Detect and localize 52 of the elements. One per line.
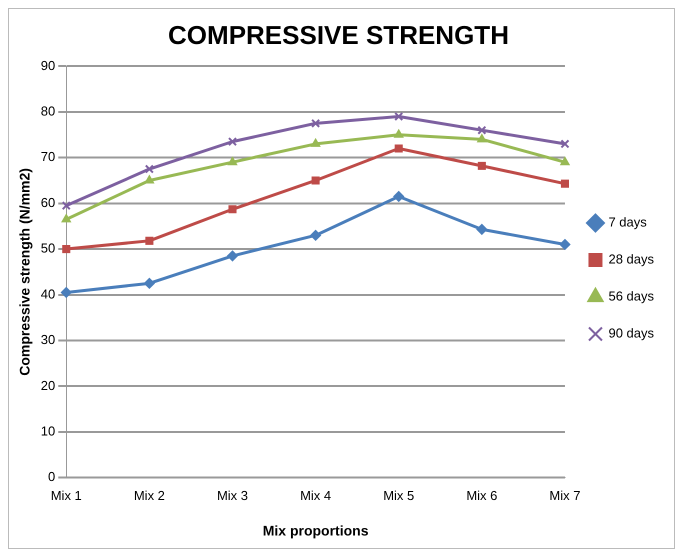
point xyxy=(228,205,237,214)
point xyxy=(226,250,238,262)
x-tick-label: Mix 1 xyxy=(50,488,82,503)
y-tick-label: 20 xyxy=(40,378,56,393)
x-tick-label: Mix 5 xyxy=(383,488,414,503)
point xyxy=(393,190,404,202)
point xyxy=(477,126,486,135)
point xyxy=(394,144,403,153)
y-tick-label: 60 xyxy=(40,194,56,210)
point xyxy=(477,134,487,142)
point xyxy=(560,139,570,148)
x-axis-title: Mix proportions xyxy=(262,522,369,538)
point xyxy=(62,201,71,210)
legend-label: 90 days xyxy=(608,326,654,341)
point xyxy=(560,180,570,188)
point xyxy=(228,137,238,146)
point xyxy=(478,162,486,170)
point xyxy=(559,238,570,250)
y-tick-label: 70 xyxy=(40,149,56,164)
x-tick-label: Mix 2 xyxy=(134,488,165,503)
point xyxy=(310,138,320,147)
point xyxy=(60,286,72,298)
point xyxy=(394,112,404,122)
x-tick-label: Mix 3 xyxy=(216,488,248,503)
point xyxy=(62,245,70,254)
legend-label: 28 days xyxy=(608,252,654,267)
chart-title: COMPRESSIVE STRENGTH xyxy=(168,20,509,50)
point xyxy=(61,214,72,222)
point xyxy=(144,164,154,174)
point xyxy=(228,156,238,166)
y-tick-label: 0 xyxy=(48,469,56,484)
y-tick-label: 50 xyxy=(40,240,56,256)
y-tick-label: 10 xyxy=(40,423,56,438)
y-axis-title: Compressive strength (N/mm2) xyxy=(16,168,32,376)
x-tick-label: Mix 6 xyxy=(466,488,498,503)
point xyxy=(311,118,320,128)
legend-label: 56 days xyxy=(608,288,654,304)
point xyxy=(394,129,404,138)
y-tick-label: 80 xyxy=(40,103,56,118)
point xyxy=(312,176,320,185)
point xyxy=(560,156,570,166)
y-tick-label: 30 xyxy=(40,332,56,348)
y-tick-label: 40 xyxy=(40,286,56,302)
y-tick-label: 90 xyxy=(40,58,56,73)
point xyxy=(144,278,155,289)
point xyxy=(310,230,322,241)
point xyxy=(144,174,154,184)
x-tick-label: Mix 7 xyxy=(549,488,580,503)
point xyxy=(145,236,154,245)
x-tick-label: Mix 4 xyxy=(300,488,332,503)
legend-label: 7 days xyxy=(608,214,648,230)
point xyxy=(476,224,488,235)
